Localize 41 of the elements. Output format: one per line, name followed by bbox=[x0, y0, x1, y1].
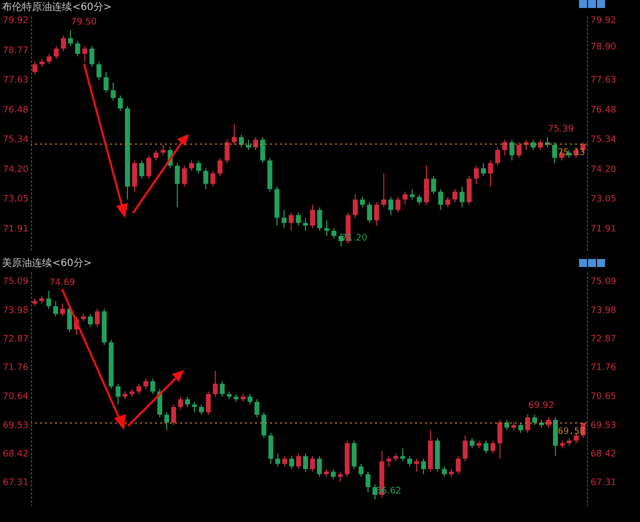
y2-tick-label: 76.48 bbox=[590, 105, 617, 116]
y2-tick-label: 77.63 bbox=[590, 76, 616, 86]
y2-tick-label: 71.91 bbox=[590, 224, 616, 234]
candlestick bbox=[560, 440, 565, 449]
y2-tick-label: 73.05 bbox=[590, 194, 616, 205]
y-tick-label: 69.53 bbox=[2, 420, 28, 431]
y2-tick-label: 72.87 bbox=[590, 334, 616, 344]
y-tick-label: 74.20 bbox=[2, 164, 29, 175]
y-tick-label: 77.63 bbox=[2, 76, 28, 86]
y-tick-label: 79.92 bbox=[2, 16, 28, 26]
y-tick-label: 76.48 bbox=[2, 105, 29, 116]
y2-tick-label: 79.92 bbox=[590, 16, 616, 26]
y-tick-label: 75.34 bbox=[2, 135, 29, 146]
y-tick-label: 68.42 bbox=[2, 450, 28, 460]
text: 79.50 bbox=[71, 17, 97, 28]
y2-tick-label: 74.20 bbox=[590, 164, 617, 175]
y-tick-label: 67.31 bbox=[2, 478, 28, 488]
text: 69.92 bbox=[528, 401, 554, 412]
y2-tick-label: 70.65 bbox=[590, 392, 616, 402]
y-tick-label: 71.76 bbox=[2, 363, 29, 374]
y-tick-label: 78.77 bbox=[2, 46, 28, 56]
y-tick-label: 71.91 bbox=[2, 224, 28, 234]
y-tick-label: 72.87 bbox=[2, 334, 28, 344]
y2-tick-label: 75.09 bbox=[590, 277, 617, 288]
y-tick-label: 73.98 bbox=[2, 306, 29, 316]
y-tick-label: 73.05 bbox=[2, 194, 28, 205]
y2-tick-label: 69.53 bbox=[590, 420, 616, 431]
text: 75.39 bbox=[548, 124, 574, 134]
y2-tick-label: 67.31 bbox=[590, 478, 616, 488]
y-tick-label: 70.64 bbox=[2, 392, 29, 402]
candlestick bbox=[476, 440, 482, 449]
y2-tick-label: 68.42 bbox=[590, 450, 616, 460]
y2-tick-label: 75.34 bbox=[590, 135, 617, 146]
text: 74.69 bbox=[49, 278, 76, 288]
y2-tick-label: 71.76 bbox=[590, 363, 617, 374]
chart-title: 布伦特原油连续<60分> bbox=[2, 1, 112, 13]
y-tick-label: 75.09 bbox=[2, 277, 29, 288]
candlestick bbox=[386, 456, 392, 467]
y2-tick-label: 73.98 bbox=[590, 306, 617, 316]
y2-tick-label: 78.90 bbox=[590, 42, 617, 53]
chart-title: 美原油连续<60分> bbox=[2, 257, 92, 269]
